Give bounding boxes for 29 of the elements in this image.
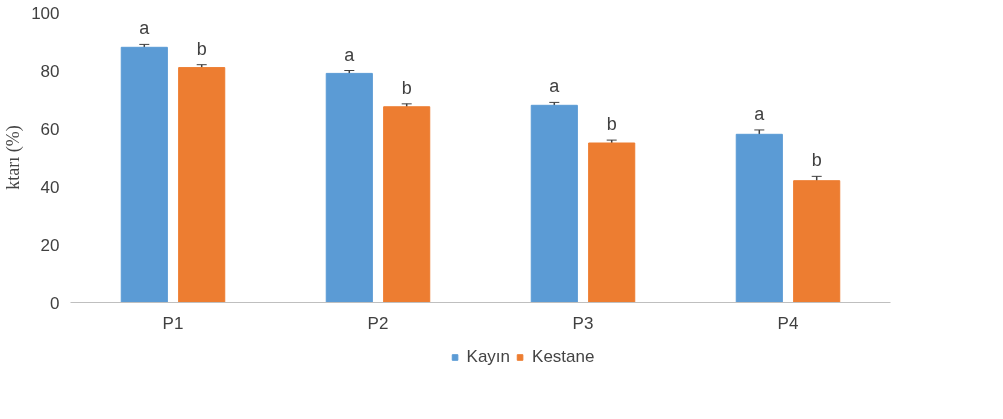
x-tick-label: P2	[367, 313, 389, 333]
bar	[120, 46, 168, 303]
bar	[383, 106, 431, 303]
data-label: a	[754, 103, 766, 124]
x-tick-label: P3	[572, 313, 594, 333]
data-label: a	[139, 18, 151, 39]
data-label: a	[344, 44, 356, 65]
y-axis-title: ktarı (%)	[3, 125, 25, 190]
y-tick-label: 80	[40, 61, 60, 81]
data-label: b	[811, 150, 822, 171]
y-tick-label: 20	[40, 235, 60, 255]
data-label: b	[606, 114, 617, 135]
y-tick-label: 100	[31, 3, 60, 23]
y-tick-label: 60	[40, 119, 60, 139]
bar	[178, 67, 226, 303]
bar	[588, 142, 636, 303]
bar	[735, 133, 783, 303]
data-label: b	[401, 77, 412, 98]
bar	[530, 104, 578, 303]
x-tick-label: P4	[777, 313, 799, 333]
bar	[325, 72, 373, 303]
legend-label: Kayın	[466, 347, 511, 367]
bar	[793, 180, 841, 303]
data-label: a	[549, 76, 561, 97]
y-tick-label: 40	[40, 177, 60, 197]
y-tick-label: 0	[50, 293, 60, 313]
legend-label: Kestane	[532, 347, 595, 367]
data-label: b	[196, 38, 207, 59]
x-tick-label: P1	[162, 313, 184, 333]
